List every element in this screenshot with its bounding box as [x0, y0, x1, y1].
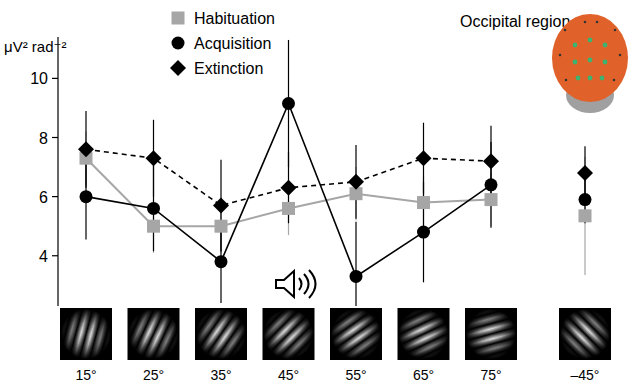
legend-marker [172, 12, 185, 25]
electrode [603, 60, 608, 65]
marker [282, 97, 295, 110]
y-axis-label: μV² rad⁻² [4, 38, 66, 55]
marker [215, 220, 228, 233]
y-tick [52, 196, 58, 197]
sound-wave [299, 278, 302, 290]
y-axis-line [57, 37, 58, 306]
gabor [442, 285, 540, 383]
marker [213, 197, 229, 213]
electrode [573, 43, 578, 48]
marker [147, 202, 160, 215]
gabor-stripes [528, 277, 638, 386]
electrode [603, 43, 608, 48]
x-tick-label: 55° [345, 367, 366, 383]
scalp [552, 14, 628, 102]
electrode [565, 79, 568, 82]
electrode [576, 76, 581, 81]
x-tick-label: 45° [278, 367, 299, 383]
marker [416, 150, 432, 166]
legend-label: Acquisition [194, 35, 271, 52]
x-tick-label: 15° [75, 367, 96, 383]
marker [348, 174, 364, 190]
y-tick [52, 255, 58, 256]
marker [80, 190, 93, 203]
marker [417, 196, 430, 209]
series-line [86, 158, 491, 226]
x-tick-label: 25° [143, 367, 164, 383]
marker [485, 193, 498, 206]
series-line [86, 149, 491, 205]
marker [147, 220, 160, 233]
y-tick [52, 78, 58, 79]
chart: 4 6 8 10 μV² rad⁻² Occipital region 15° 25° 35° 4… [0, 0, 638, 386]
electrode [588, 76, 593, 81]
marker [215, 255, 228, 268]
marker [579, 209, 592, 222]
annotation: Occipital region [460, 13, 570, 30]
error-bar [355, 222, 356, 306]
marker [281, 180, 297, 196]
electrode [588, 58, 593, 63]
marker [78, 141, 94, 157]
electrode [613, 79, 616, 82]
electrode [588, 38, 593, 43]
grating-rect [442, 285, 540, 383]
plot-area [78, 40, 593, 306]
y-tick-label: 4 [39, 248, 48, 265]
y-tick-label: 6 [39, 189, 48, 206]
legend-label: Habituation [194, 10, 275, 27]
marker [417, 226, 430, 239]
y-tick-label: 10 [30, 70, 48, 87]
grating-rect [528, 277, 638, 386]
electrode [614, 29, 617, 32]
marker [282, 202, 295, 215]
electrode [584, 21, 587, 24]
marker [350, 270, 363, 283]
electrode [559, 54, 562, 57]
electrode [596, 21, 599, 24]
marker [579, 193, 592, 206]
marker [483, 153, 499, 169]
electrode [573, 60, 578, 65]
legend-marker [172, 37, 185, 50]
electrode [564, 29, 567, 32]
y-tick-label: 8 [39, 130, 48, 147]
marker [577, 165, 593, 181]
electrode [619, 54, 622, 57]
x-tick-label: 35° [210, 367, 231, 383]
gabor [528, 277, 638, 386]
legend-label: Extinction [194, 60, 263, 77]
x-tick-label: –45° [571, 367, 600, 383]
sound-wave [304, 274, 309, 294]
y-tick [52, 137, 58, 138]
sound-wave [309, 270, 316, 298]
electrode [600, 76, 605, 81]
x-tick-label: 75° [480, 367, 501, 383]
series-line [86, 104, 491, 277]
gabor-stripes [442, 285, 540, 383]
head-icon [552, 14, 628, 113]
marker [146, 150, 162, 166]
legend-marker [170, 60, 186, 76]
legend: Habituation Acquisition Extinction [170, 10, 275, 77]
x-tick-label: 65° [413, 367, 434, 383]
marker [485, 178, 498, 191]
